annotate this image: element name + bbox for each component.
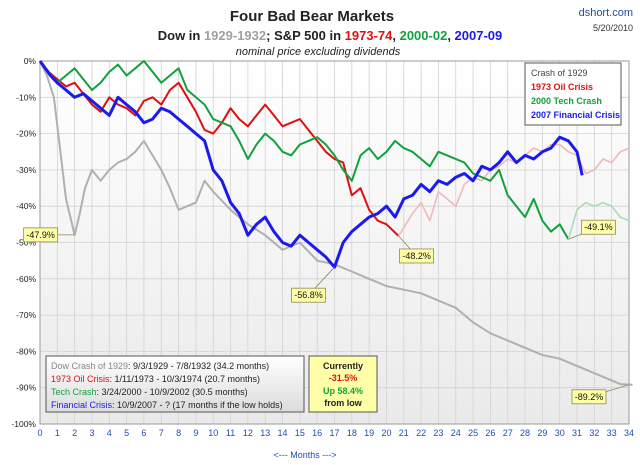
legend-frame (524, 62, 622, 126)
subtitle-part: ; S&P 500 in (266, 28, 345, 43)
y-tick-label: -90% (16, 383, 36, 393)
current-box: Currently -31.5% Up 58.4% from low (308, 355, 378, 413)
current-up: Up 58.4% (323, 386, 363, 396)
x-tick-label: 32 (589, 428, 599, 438)
x-tick-label: 20 (381, 428, 391, 438)
legend-item-tech: 2000 Tech Crash (531, 96, 602, 106)
x-tick-label: 4 (107, 428, 112, 438)
subtitle-part: 1973-74 (345, 28, 393, 43)
x-tick-label: 22 (416, 428, 426, 438)
current-label: Currently (323, 361, 363, 371)
y-tick-label: -10% (16, 92, 36, 102)
legend-item-oil: 1973 Oil Crisis (531, 82, 593, 92)
x-tick-label: 11 (226, 428, 235, 438)
subtitle-part: 2007-09 (455, 28, 503, 43)
subtitle-part: Dow in (158, 28, 204, 43)
x-tick-label: 16 (312, 428, 322, 438)
legend-title: Crash of 1929 (531, 68, 588, 78)
x-tick-label: 5 (124, 428, 129, 438)
info-row-1929: Dow Crash of 1929: 9/3/1929 - 7/8/1932 (… (51, 361, 269, 371)
x-tick-label: 18 (347, 428, 357, 438)
x-tick-label: 25 (468, 428, 478, 438)
x-tick-label: 14 (278, 428, 288, 438)
callout-box (580, 219, 616, 235)
y-tick-label: 0% (24, 56, 37, 66)
callout-label: -47.9% (26, 230, 55, 240)
x-tick-label: 28 (520, 428, 530, 438)
x-tick-label: 21 (399, 428, 409, 438)
x-tick-label: 8 (176, 428, 181, 438)
callout-box (571, 389, 607, 405)
callout-label: -89.2% (575, 392, 604, 402)
x-tick-label: 34 (624, 428, 634, 438)
x-tick-label: 33 (607, 428, 617, 438)
trough-callouts: -47.9% -48.2% -56.8% -49.1% -89.2% (23, 219, 630, 405)
info-row-1973: 1973 Oil Crisis: 1/11/1973 - 10/3/1974 (… (51, 374, 260, 384)
x-axis-ticks: 0 1 2 3 4 5 6 7 8 9 10 11 12 13 14 15 16 17 18 19 20 21 22 23 24… (37, 428, 634, 438)
y-axis-ticks: 0% -10% -20% -30% -40% -50% -60% -70% -80% -90% -1… (11, 56, 36, 429)
x-tick-label: 9 (193, 428, 198, 438)
chart-subtitle: Dow in 1929-1932; S&P 500 in 1973-74, 20… (158, 28, 503, 43)
info-box: Dow Crash of 1929: 9/3/1929 - 7/8/1932 (… (45, 355, 305, 413)
x-tick-label: 3 (89, 428, 94, 438)
date-label: 5/20/2010 (593, 23, 633, 33)
y-tick-label: -50% (16, 238, 36, 248)
y-tick-label: -70% (16, 310, 36, 320)
x-tick-label: 31 (572, 428, 582, 438)
y-tick-label: -20% (16, 129, 36, 139)
y-tick-label: -80% (16, 346, 36, 356)
x-tick-label: 24 (451, 428, 461, 438)
callout-box (291, 287, 326, 303)
subtitle-part: 1929-1932 (204, 28, 266, 43)
x-tick-label: 23 (433, 428, 443, 438)
callout-label: -48.2% (402, 251, 431, 261)
series-line-2000-tech-crash (39, 60, 570, 240)
subtitle-part: 2000-02 (400, 28, 448, 43)
current-value: -31.5% (329, 373, 358, 383)
x-tick-label: 6 (141, 428, 146, 438)
x-tick-label: 27 (503, 428, 513, 438)
current-from-low: from low (324, 398, 362, 408)
x-tick-label: 26 (485, 428, 495, 438)
chart-note: nominal price excluding dividends (236, 46, 401, 58)
callout-box (23, 227, 59, 243)
callout-label: -49.1% (584, 222, 613, 232)
site-label: dshort.com (579, 7, 633, 19)
x-tick-label: 10 (208, 428, 218, 438)
subtitle-part: , (447, 28, 454, 43)
x-tick-label: 19 (364, 428, 374, 438)
x-tick-label: 29 (537, 428, 547, 438)
series-lines (38, 60, 633, 386)
current-box-frame (308, 355, 378, 413)
chart-title: Four Bad Bear Markets (230, 8, 394, 25)
legend-item-financial: 2007 Financial Crisis (531, 110, 620, 120)
series-line-2007-financial-crisis (38, 60, 584, 269)
plot-frame (39, 60, 630, 425)
x-tick-label: 30 (555, 428, 565, 438)
x-axis-label: <--- Months ---> (273, 450, 336, 460)
x-tick-label: 13 (260, 428, 270, 438)
x-tick-label: 0 (37, 428, 42, 438)
x-tick-label: 2 (72, 428, 77, 438)
series-line-2000-tech-crash-after-trough (567, 201, 630, 240)
x-tick-label: 12 (243, 428, 253, 438)
y-tick-label: -100% (11, 419, 36, 429)
x-tick-label: 15 (295, 428, 305, 438)
x-tick-label: 17 (329, 428, 339, 438)
x-tick-label: 1 (55, 428, 60, 438)
y-tick-label: -30% (16, 165, 36, 175)
y-tick-label: -40% (16, 201, 36, 211)
callout-label: -56.8% (294, 290, 323, 300)
y-tick-label: -60% (16, 274, 36, 284)
callout-box (399, 248, 434, 264)
info-box-frame (45, 355, 305, 413)
info-row-2000: Tech Crash: 3/24/2000 - 10/9/2002 (30.5 … (51, 387, 248, 397)
x-tick-label: 7 (159, 428, 164, 438)
legend: Crash of 1929 1973 Oil Crisis 2000 Tech … (524, 62, 622, 126)
subtitle-part: , (392, 28, 399, 43)
info-row-2007: Financial Crisis: 10/9/2007 - ? (17 mont… (51, 400, 283, 410)
